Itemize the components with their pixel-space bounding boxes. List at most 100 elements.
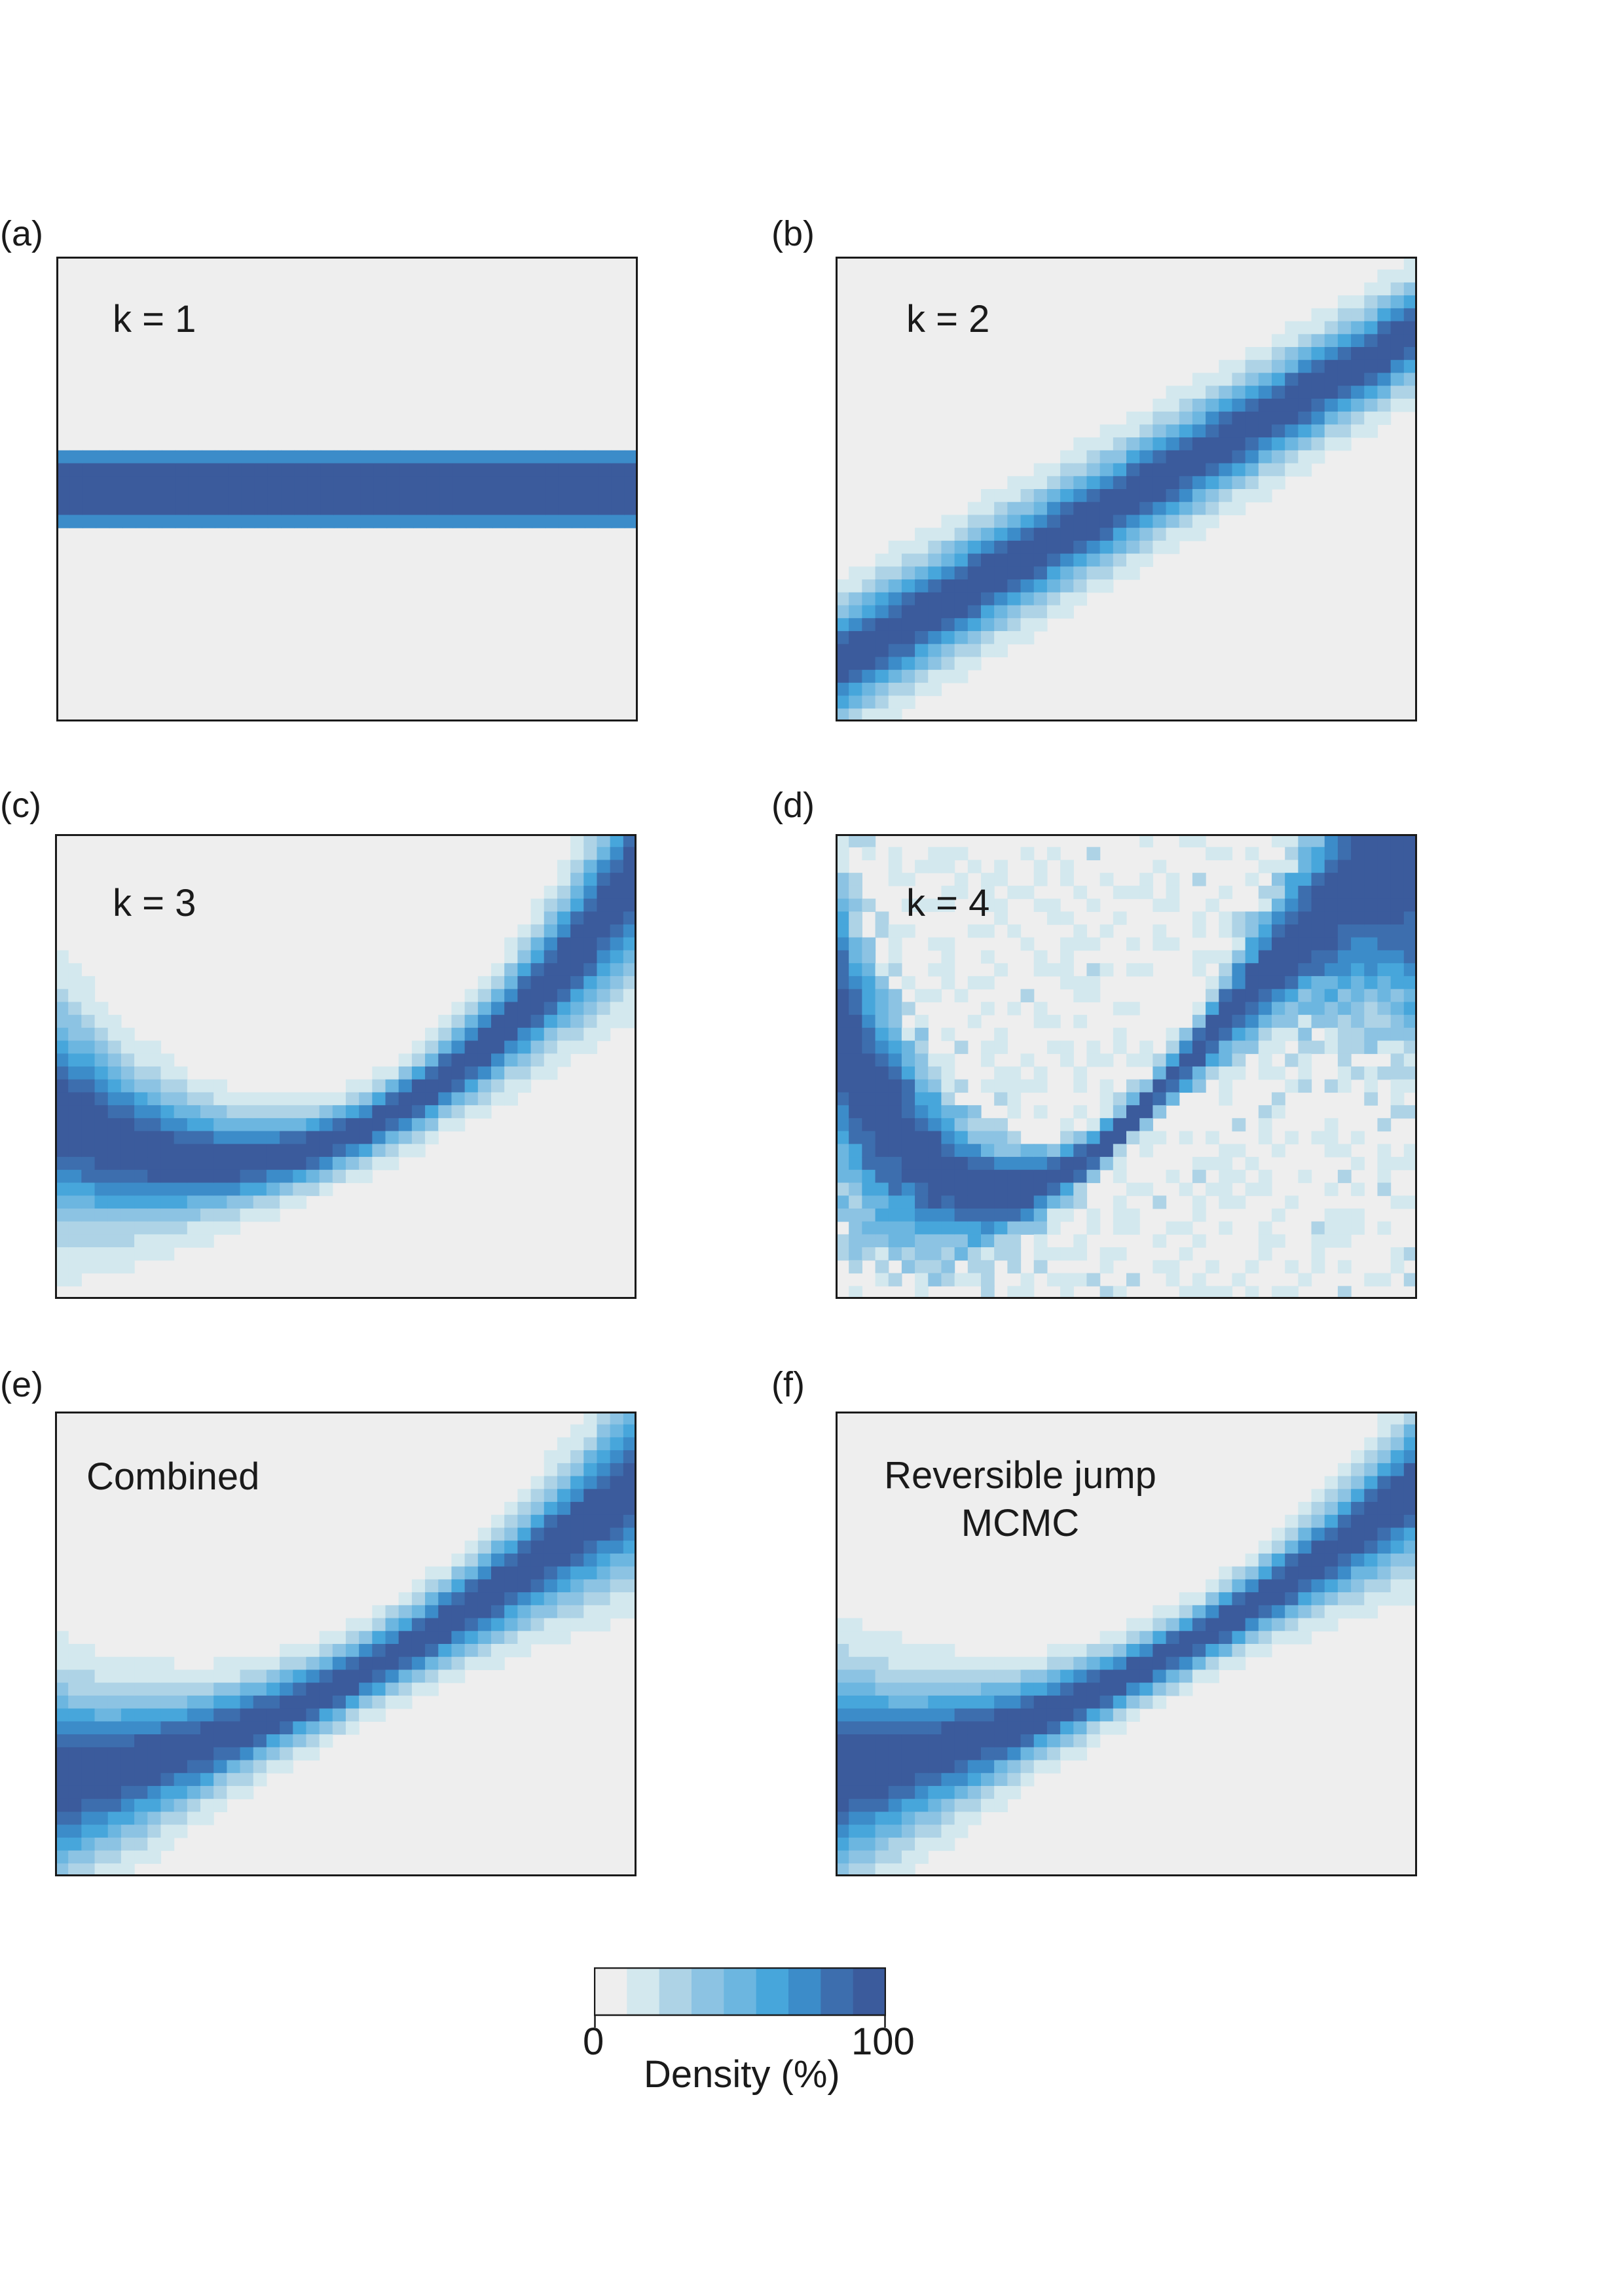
heatmap-cell — [293, 1683, 307, 1696]
heatmap-cell — [583, 847, 598, 861]
heatmap-cell — [452, 476, 467, 490]
heatmap-cell — [200, 1760, 214, 1774]
heatmap-cell — [954, 1234, 969, 1248]
heatmap-cell — [888, 1015, 902, 1029]
heatmap-cell — [1073, 579, 1088, 593]
heatmap-cell — [1086, 898, 1101, 912]
heatmap-cell — [1324, 847, 1338, 861]
heatmap-cell — [1046, 1040, 1061, 1054]
heatmap-cell — [1258, 1053, 1272, 1067]
heatmap-cell — [836, 1656, 849, 1671]
heatmap-cell — [915, 1195, 929, 1209]
heatmap-cell — [69, 476, 83, 490]
heatmap-cell — [94, 1785, 109, 1800]
heatmap-cell — [1046, 592, 1061, 606]
heatmap-cell — [836, 630, 849, 645]
heatmap-cell — [411, 1605, 426, 1619]
heatmap-cell — [544, 1066, 558, 1080]
heatmap-cell — [386, 476, 401, 490]
heatmap-cell — [1033, 528, 1048, 541]
heatmap-cell — [1099, 1683, 1114, 1696]
heatmap-cell — [888, 1221, 902, 1235]
heatmap-cell — [875, 1669, 889, 1683]
heatmap-cell — [1377, 1040, 1392, 1054]
heatmap-cell — [915, 1286, 929, 1299]
heatmap-cell — [1324, 334, 1338, 348]
heatmap-cell — [1099, 1669, 1114, 1683]
heatmap-cell — [55, 1144, 69, 1157]
heatmap-cell — [1020, 566, 1035, 580]
heatmap-cell — [1232, 386, 1246, 399]
heatmap-cell — [1258, 1182, 1272, 1196]
heatmap-cell — [530, 1053, 545, 1067]
heatmap-cell — [1219, 1040, 1233, 1054]
heatmap-cell — [253, 1708, 267, 1722]
heatmap-cell — [901, 1760, 915, 1774]
heatmap-cell — [1337, 1553, 1352, 1567]
heatmap-cell — [530, 1618, 545, 1631]
heatmap-cell — [1073, 1169, 1088, 1184]
heatmap-cell — [1245, 963, 1259, 977]
heatmap-cell — [994, 1221, 1008, 1235]
heatmap-cell — [120, 1027, 135, 1042]
heatmap-cell — [1046, 1695, 1061, 1709]
heatmap-cell — [1020, 1683, 1035, 1696]
heatmap-cell — [862, 1785, 876, 1800]
heatmap-cell — [451, 1669, 466, 1683]
heatmap-cell — [320, 476, 335, 490]
heatmap-cell — [1364, 1450, 1378, 1464]
heatmap-cell — [836, 682, 849, 697]
heatmap-cell — [1390, 924, 1405, 938]
heatmap-cell — [1086, 1708, 1101, 1722]
heatmap-cell — [134, 1053, 148, 1067]
heatmap-cell — [1219, 1286, 1233, 1299]
heatmap-cell — [107, 1260, 122, 1274]
heatmap-cell — [1311, 1040, 1325, 1054]
heatmap-cell — [120, 1221, 135, 1235]
heatmap-cell — [1113, 424, 1127, 438]
heatmap-cell — [888, 1760, 902, 1774]
heatmap-cell — [81, 1260, 96, 1274]
heatmap-cell — [293, 1131, 307, 1144]
heatmap-cell — [994, 1683, 1008, 1696]
heatmap-cell — [1219, 1092, 1233, 1106]
heatmap-cell — [1245, 950, 1259, 964]
heatmap-cell — [1033, 1721, 1048, 1735]
heatmap-cell — [928, 1066, 942, 1080]
heatmap-cell — [55, 1656, 69, 1671]
heatmap-cell — [544, 1514, 558, 1529]
heatmap-cell — [68, 1812, 82, 1825]
heatmap-cell — [68, 1721, 82, 1735]
heatmap-cell — [1245, 450, 1259, 464]
colorbar-swatch — [724, 1968, 757, 2015]
heatmap-cell — [81, 1644, 96, 1658]
heatmap-cell — [228, 515, 242, 528]
heatmap-cell — [954, 540, 969, 555]
heatmap-cell — [928, 579, 942, 593]
heatmap-panel-d — [836, 834, 1417, 1299]
heatmap-cell — [557, 1540, 571, 1554]
heatmap-cell — [1086, 437, 1101, 451]
heatmap-cell — [160, 1837, 175, 1851]
heatmap-cell — [1033, 618, 1048, 632]
heatmap-cell — [504, 975, 518, 990]
heatmap-cell — [55, 1053, 69, 1067]
heatmap-cell — [1285, 359, 1299, 374]
heatmap-cell — [545, 489, 559, 503]
heatmap-cell — [557, 873, 571, 886]
heatmap-cell — [1192, 398, 1206, 412]
heatmap-cell — [294, 515, 308, 528]
heatmap-cell — [981, 1708, 995, 1722]
heatmap-cell — [1033, 1157, 1048, 1171]
heatmap-cell — [1337, 924, 1352, 938]
heatmap-cell — [267, 489, 282, 503]
heatmap-cell — [888, 1644, 902, 1658]
heatmap-cell — [266, 1157, 280, 1171]
heatmap-cell — [862, 1760, 876, 1774]
heatmap-cell — [981, 1273, 995, 1286]
heatmap-cell — [849, 1825, 862, 1838]
heatmap-cell — [81, 1195, 96, 1209]
heatmap-cell — [1126, 540, 1140, 555]
heatmap-cell — [411, 1053, 426, 1067]
heatmap-cell — [307, 476, 322, 490]
